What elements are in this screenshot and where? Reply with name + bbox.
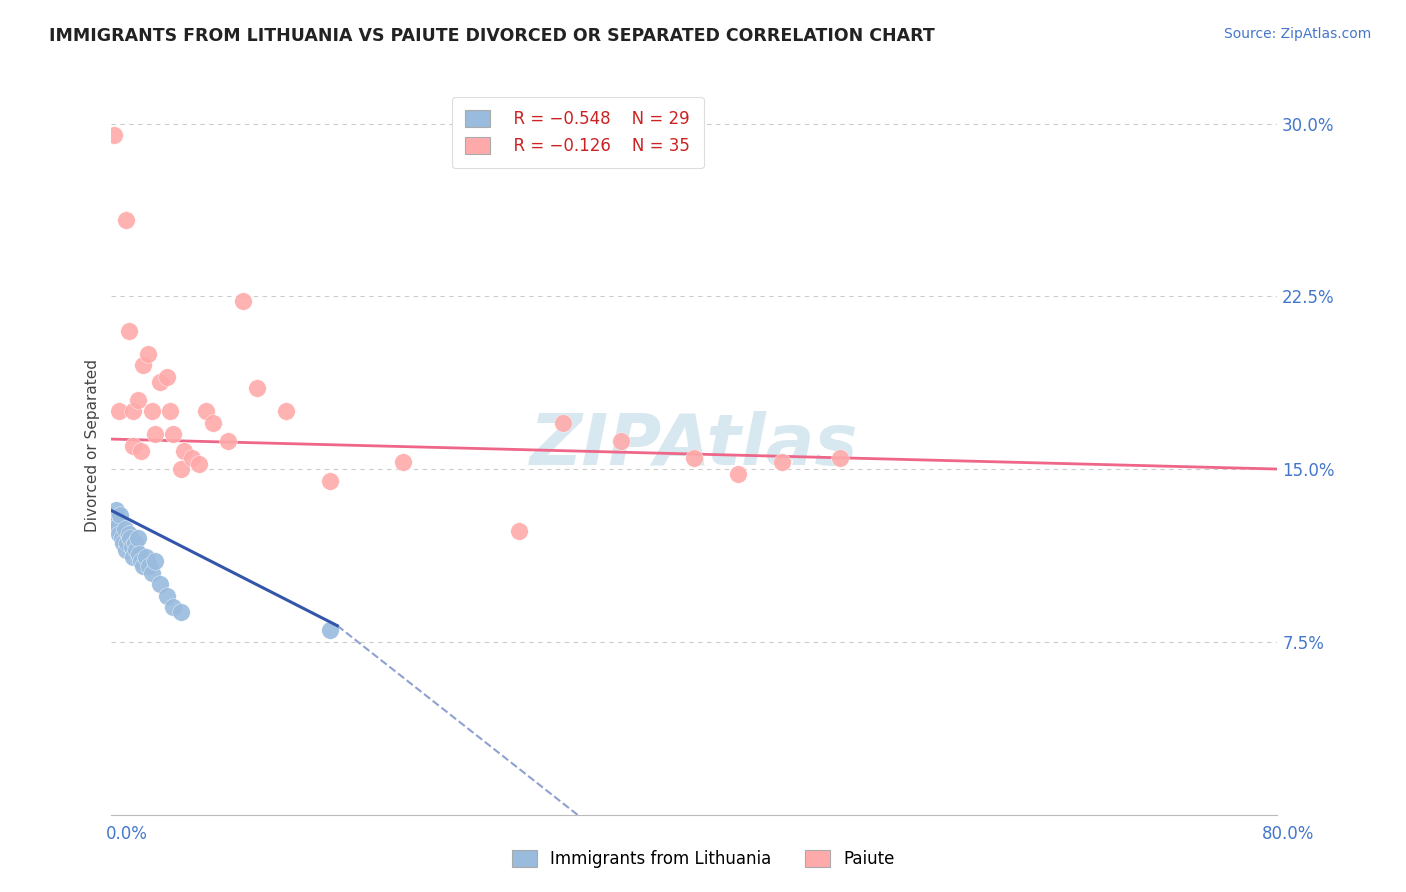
Point: [128, 547, 150, 561]
Point: [148, 577, 170, 591]
Point: [122, 549, 145, 564]
Point: [170, 462, 193, 476]
Point: [683, 450, 706, 465]
Point: [120, 531, 142, 545]
Point: [125, 542, 148, 557]
Text: IMMIGRANTS FROM LITHUANIA VS PAIUTE DIVORCED OR SEPARATED CORRELATION CHART: IMMIGRANTS FROM LITHUANIA VS PAIUTE DIVO…: [49, 27, 935, 45]
Point: [828, 450, 851, 465]
Point: [141, 566, 163, 580]
Point: [115, 213, 138, 227]
Point: [727, 467, 749, 481]
Point: [392, 455, 415, 469]
Point: [187, 458, 209, 472]
Point: [276, 404, 298, 418]
Point: [138, 558, 160, 573]
Point: [122, 439, 145, 453]
Point: [132, 558, 155, 573]
Point: [107, 526, 129, 541]
Text: ZIPAtlas: ZIPAtlas: [530, 411, 859, 481]
Point: [117, 535, 139, 549]
Point: [127, 392, 149, 407]
Legend: Immigrants from Lithuania, Paiute: Immigrants from Lithuania, Paiute: [505, 843, 901, 875]
Point: [127, 531, 149, 545]
Point: [105, 519, 128, 533]
Point: [132, 359, 155, 373]
Point: [104, 503, 127, 517]
Point: [156, 370, 179, 384]
Point: [103, 513, 125, 527]
Point: [115, 542, 138, 557]
Point: [217, 434, 239, 449]
Point: [124, 535, 146, 549]
Point: [136, 347, 159, 361]
Legend:   R = −0.548    N = 29,   R = −0.126    N = 35: R = −0.548 N = 29, R = −0.126 N = 35: [451, 97, 703, 169]
Point: [143, 427, 166, 442]
Point: [103, 128, 125, 142]
Text: Source: ZipAtlas.com: Source: ZipAtlas.com: [1223, 27, 1371, 41]
Point: [107, 404, 129, 418]
Point: [114, 522, 136, 536]
Y-axis label: Divorced or Separated: Divorced or Separated: [86, 359, 100, 533]
Point: [156, 589, 179, 603]
Point: [232, 293, 254, 308]
Point: [135, 549, 157, 564]
Point: [180, 450, 202, 465]
Point: [246, 381, 269, 395]
Point: [122, 404, 145, 418]
Point: [108, 508, 131, 522]
Point: [110, 531, 132, 545]
Text: 0.0%: 0.0%: [105, 825, 148, 843]
Point: [118, 526, 141, 541]
Text: 80.0%: 80.0%: [1263, 825, 1315, 843]
Point: [508, 524, 530, 539]
Point: [770, 455, 793, 469]
Point: [195, 404, 218, 418]
Point: [121, 541, 143, 555]
Point: [141, 404, 163, 418]
Point: [553, 416, 575, 430]
Point: [170, 605, 193, 619]
Point: [118, 324, 141, 338]
Point: [159, 404, 181, 418]
Point: [173, 443, 195, 458]
Point: [112, 535, 135, 549]
Point: [610, 434, 633, 449]
Point: [143, 554, 166, 568]
Point: [162, 427, 184, 442]
Point: [129, 554, 152, 568]
Point: [148, 375, 170, 389]
Point: [202, 416, 225, 430]
Point: [319, 624, 342, 638]
Point: [319, 474, 342, 488]
Point: [162, 600, 184, 615]
Point: [129, 443, 152, 458]
